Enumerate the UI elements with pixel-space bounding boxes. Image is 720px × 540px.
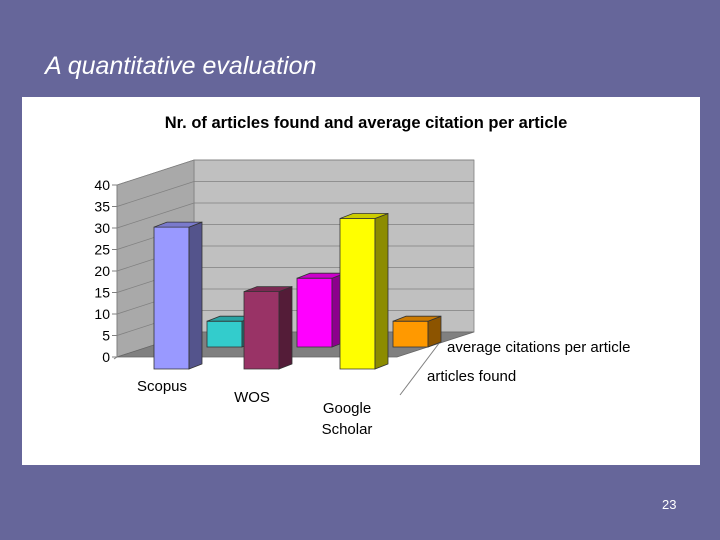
bar-articles-found-2: [339, 212, 389, 370]
bar-avg-citations-0-front: [206, 320, 243, 348]
bar-articles-found-1-front: [243, 291, 280, 370]
y-tick-label: 20: [94, 263, 110, 279]
y-tick-label: 25: [94, 242, 110, 258]
chart-3d-bar: 0 5 10 15 20 25 30 35 40 Nr. of articles found a…: [94, 114, 630, 438]
bar-articles-found-2-top: [339, 213, 389, 219]
gridline: [116, 181, 474, 207]
x-axis-line: [113, 356, 118, 360]
y-tick-label: 30: [94, 220, 110, 236]
y-tick-label: 15: [94, 285, 110, 301]
bar-avg-citations-2: [392, 315, 442, 348]
slide-title: A quantitative evaluation: [45, 52, 317, 80]
bar-articles-found-0-front: [153, 226, 190, 370]
bar-articles-found-0-top: [153, 221, 203, 228]
bar-articles-found-0-side: [188, 221, 203, 370]
y-tick-label: 10: [94, 306, 110, 322]
bar-avg-citations-2-front: [392, 320, 429, 348]
bar-articles-found-2-side: [374, 212, 389, 370]
bar-articles-found-1-side: [278, 286, 293, 370]
category-label: Scholar: [322, 421, 373, 438]
bar-avg-citations-1-front: [296, 277, 333, 348]
category-label: Scopus: [137, 378, 187, 395]
y-tick-label: 40: [94, 177, 110, 193]
depth-axis-line: [399, 341, 441, 396]
category-label: Google: [323, 400, 371, 417]
series-label: average citations per article: [447, 339, 630, 356]
y-tick-label: 35: [94, 199, 110, 215]
bar-articles-found-1-top: [243, 286, 293, 293]
bar-avg-citations-1: [296, 272, 346, 348]
bar-articles-found-2-front: [339, 218, 376, 370]
bar-avg-citations-2-top: [392, 315, 442, 322]
page-number: 23: [662, 497, 677, 512]
y-tick-label: 0: [102, 349, 110, 365]
bar-articles-found-0: [153, 221, 203, 370]
gridline: [116, 159, 474, 186]
chart-panel: 0 5 10 15 20 25 30 35 40 Nr. of articles found a…: [22, 97, 700, 465]
series-label: articles found: [427, 368, 516, 385]
gridline: [116, 202, 474, 229]
chart-title: Nr. of articles found and average citati…: [165, 114, 568, 132]
y-tick-label: 5: [102, 328, 110, 344]
category-label: WOS: [234, 389, 270, 406]
bar-articles-found-1: [243, 286, 293, 370]
